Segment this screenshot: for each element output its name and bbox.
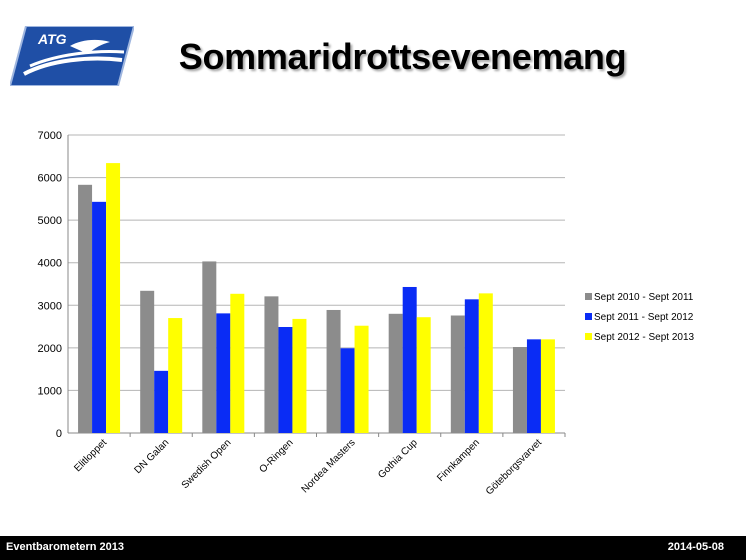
legend-swatch xyxy=(585,313,592,320)
bar-chart: 0 1000 2000 3000 4000 5000 6000 7000 Elitloppet D… xyxy=(38,130,695,497)
bar xyxy=(512,347,527,433)
bar xyxy=(278,326,293,433)
y-tick-label: 4000 xyxy=(38,258,62,270)
x-tick-label: Gothia Cup xyxy=(376,437,420,481)
atg-logo: ATG xyxy=(8,25,136,87)
y-tick-label: 3000 xyxy=(38,300,62,312)
legend-swatch xyxy=(585,293,592,300)
bar xyxy=(526,339,541,433)
bar xyxy=(416,317,431,433)
y-tick-label: 2000 xyxy=(38,343,62,355)
bar xyxy=(154,370,169,433)
legend-label: Sept 2012 - Sept 2013 xyxy=(594,332,695,343)
bar xyxy=(326,309,341,433)
footer-left-text: Eventbarometern 2013 xyxy=(6,541,124,553)
bar xyxy=(216,313,231,433)
footer-date: 2014-05-08 xyxy=(667,541,724,553)
page-title: Sommaridrottsevenemang xyxy=(178,36,627,77)
bar xyxy=(230,293,245,433)
bar xyxy=(168,318,183,433)
bar xyxy=(140,290,155,433)
logo-text: ATG xyxy=(37,31,67,47)
x-tick-label: Nordea Masters xyxy=(300,437,358,495)
bar xyxy=(92,201,107,433)
y-tick-label: 6000 xyxy=(38,173,62,185)
bar xyxy=(388,313,403,433)
legend-swatch xyxy=(585,333,592,340)
footer-bar: Eventbarometern 2013 2014-05-08 xyxy=(0,536,746,560)
bar xyxy=(464,299,479,433)
bar xyxy=(202,261,217,433)
legend-label: Sept 2011 - Sept 2012 xyxy=(594,312,694,323)
x-tick-label: Finnkampen xyxy=(435,437,482,484)
x-tick-label: DN Galan xyxy=(132,437,171,476)
y-tick-label: 7000 xyxy=(38,130,62,142)
x-tick-label: Göteborgsvarvet xyxy=(484,437,544,497)
x-tick-label: Swedish Open xyxy=(180,437,234,491)
bar xyxy=(106,163,121,433)
bar xyxy=(292,318,307,433)
bar xyxy=(78,184,93,433)
x-tick-label: Elitloppet xyxy=(72,437,109,474)
bar xyxy=(402,286,417,433)
legend-label: Sept 2010 - Sept 2011 xyxy=(594,292,694,303)
x-tick-label: O-Ringen xyxy=(258,437,296,475)
bar xyxy=(340,348,355,433)
y-tick-label: 5000 xyxy=(38,215,62,227)
bar xyxy=(540,339,555,433)
bar xyxy=(450,315,465,433)
bar xyxy=(478,293,493,433)
y-tick-label: 1000 xyxy=(38,385,62,397)
bar xyxy=(354,325,369,433)
y-tick-label: 0 xyxy=(56,428,62,440)
bar xyxy=(264,296,279,433)
